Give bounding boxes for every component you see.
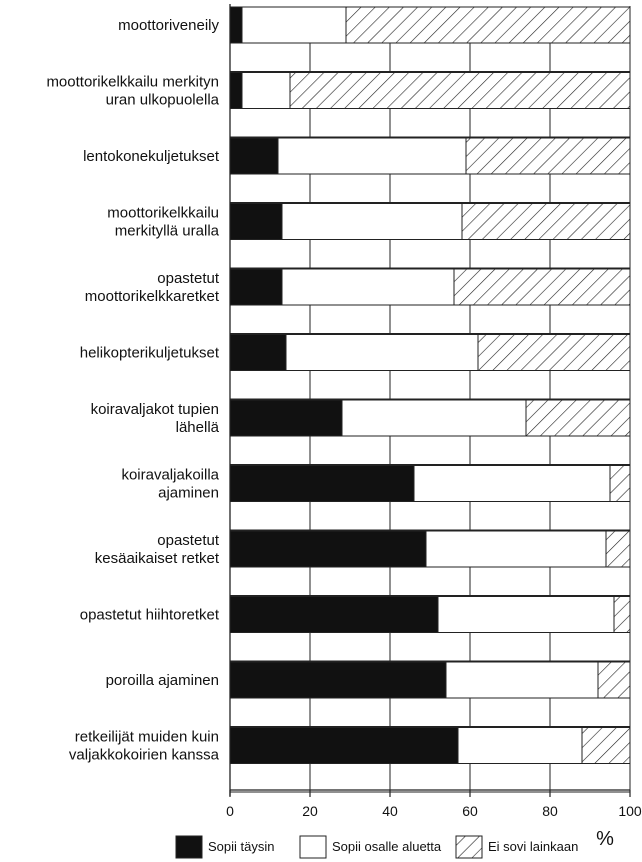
bars (229, 6, 631, 764)
bar-partial (281, 268, 455, 306)
bar-none (477, 334, 631, 371)
bar-partial (445, 661, 599, 699)
bar-partial (413, 465, 611, 502)
bar-partial (281, 203, 463, 240)
bar-full (229, 203, 283, 240)
bar-full (229, 530, 427, 568)
category-label: merkityllä uralla (115, 223, 220, 240)
legend-label: Sopii osalle aluetta (332, 839, 442, 854)
x-tick-label: 100 (618, 803, 642, 819)
bar-full (229, 6, 243, 44)
bar-partial (277, 137, 467, 175)
bar-partial (437, 596, 615, 633)
category-label: koiravaljakoilla (121, 467, 219, 484)
bar-partial (425, 530, 607, 568)
bar-full (229, 596, 439, 633)
bar-full (229, 727, 459, 764)
category-label: lähellä (176, 419, 220, 436)
bar-full (229, 465, 415, 502)
category-label: moottorikelkkaretket (85, 288, 220, 305)
category-label: koiravaljakot tupien (91, 401, 219, 418)
bar-none (605, 530, 631, 568)
legend-swatch (175, 835, 203, 859)
bar-none (461, 203, 631, 240)
bar-partial (341, 399, 527, 437)
bar-none (609, 465, 631, 502)
x-tick-label: 0 (226, 803, 234, 819)
category-label: moottorikelkkailu merkityn (46, 74, 219, 91)
bar-full (229, 137, 279, 175)
category-label: moottorikelkkailu (107, 205, 219, 222)
category-label: valjakkokoirien kanssa (69, 747, 220, 764)
legend-label: Sopii täysin (208, 839, 274, 854)
legend-label: Ei sovi lainkaan (488, 839, 578, 854)
bar-partial (285, 334, 479, 371)
bar-full (229, 399, 343, 437)
x-axis-unit: % (596, 828, 614, 850)
x-tick-label: 80 (542, 803, 558, 819)
bar-none (597, 661, 631, 699)
bar-full (229, 268, 283, 306)
category-label: moottoriveneily (118, 17, 219, 34)
bar-none (289, 72, 631, 109)
bar-none (465, 137, 631, 175)
bar-none (525, 399, 631, 437)
category-label: lentokonekuljetukset (83, 148, 220, 165)
category-label: opastetut (157, 532, 220, 549)
bar-none (345, 6, 631, 44)
legend-swatch (299, 835, 327, 859)
bar-none (453, 268, 631, 306)
bar-partial (241, 6, 347, 44)
bar-partial (457, 727, 583, 764)
x-tick-label: 60 (462, 803, 478, 819)
x-tick-label: 40 (382, 803, 398, 819)
category-label: opastetut hiihtoretket (80, 607, 220, 624)
x-tick-label: 20 (302, 803, 318, 819)
category-label: kesäaikaiset retket (95, 550, 220, 567)
category-label: ajaminen (158, 485, 219, 502)
bar-full (229, 72, 243, 109)
bar-none (581, 727, 631, 764)
category-label: retkeilijät muiden kuin (75, 729, 219, 746)
category-label: helikopterikuljetukset (80, 345, 220, 362)
category-label: uran ulkopuolella (106, 92, 220, 109)
x-axis: 0 20 40 60 80 100% (226, 4, 642, 850)
bar-partial (241, 72, 291, 109)
legend-swatch (455, 835, 483, 859)
category-labels: moottoriveneily moottorikelkkailu merkity… (46, 17, 219, 764)
category-label: opastetut (157, 270, 220, 287)
legend: Sopii täysin Sopii osalle aluetta Ei sovi … (175, 835, 578, 859)
bar-none (613, 596, 631, 633)
bar-full (229, 334, 287, 371)
category-label: poroilla ajaminen (106, 672, 219, 689)
bar-full (229, 661, 447, 699)
